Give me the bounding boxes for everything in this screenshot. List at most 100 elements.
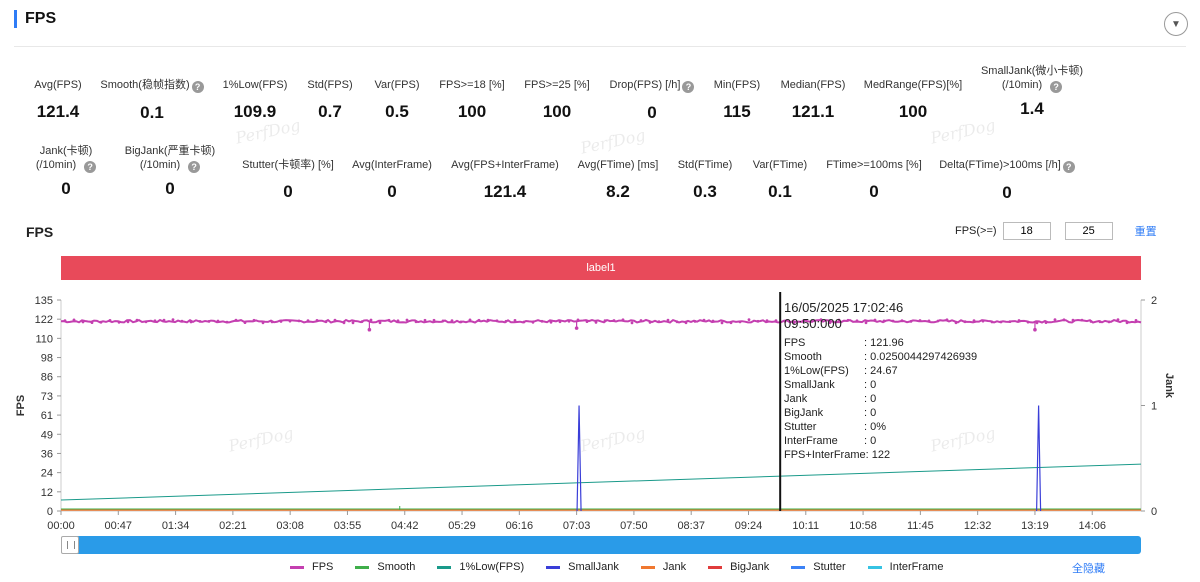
- stat-r2-0: Jank(卡顿) (/10min)? 0: [0, 144, 146, 199]
- stat-label-text: 1%Low(FPS): [222, 79, 288, 91]
- scroll-handle[interactable]: [61, 536, 79, 554]
- label-bar[interactable]: label1: [61, 256, 1141, 280]
- y-tick-label: 49: [41, 429, 53, 441]
- fps-point: [486, 318, 490, 322]
- reset-link[interactable]: 重置: [1134, 226, 1157, 238]
- fps-point: [495, 319, 499, 323]
- fps-point: [171, 318, 175, 322]
- fps-point: [648, 321, 652, 324]
- fps-point: [324, 320, 328, 324]
- fps-point: [900, 319, 904, 323]
- stat-label-text: Var(FPS): [374, 79, 420, 91]
- time-range-scrollbar[interactable]: [61, 536, 1141, 554]
- help-icon[interactable]: ?: [1050, 81, 1063, 93]
- fps-dip-point: [574, 326, 579, 330]
- x-tick-label: 00:47: [105, 520, 133, 532]
- stat-r1-8: Min(FPS) 115: [657, 78, 817, 122]
- fps-chart[interactable]: 135 122 110 98 86 73 61 49 36 24 12 0 2 1 0 FPS Jank 00:0…: [0, 292, 1200, 532]
- x-tick-label: 11:45: [907, 520, 934, 532]
- stat-label: SmallJank(微小卡顿): [952, 64, 1112, 78]
- series-1pct-low-line: [60, 463, 1142, 501]
- stat-value: 0.1: [140, 103, 164, 122]
- stat-label: FTime>=100ms [%]: [794, 158, 954, 172]
- legend-swatch: [708, 565, 723, 569]
- x-tick-label: 01:34: [162, 520, 190, 532]
- legend-item-interframe[interactable]: InterFrame: [867, 561, 943, 573]
- legend-item-1-low-fps-[interactable]: 1%Low(FPS): [437, 561, 524, 573]
- stat-r1-6: FPS>=25 [%] 100: [477, 78, 637, 122]
- legend-item-fps[interactable]: FPS: [290, 561, 333, 573]
- stat-label: Smooth(稳帧指数)?: [72, 78, 232, 93]
- fps-point: [738, 320, 742, 324]
- fps-point: [612, 319, 616, 322]
- fps-point: [684, 321, 688, 325]
- fps-point: [846, 318, 850, 322]
- help-icon[interactable]: ?: [191, 81, 204, 93]
- fps-point: [540, 319, 544, 323]
- stat-r2-4: Avg(FPS+InterFrame) 121.4: [425, 158, 585, 202]
- stat-label-text: Jank(卡顿): [39, 145, 93, 157]
- help-icon[interactable]: ?: [84, 161, 97, 173]
- fps-point: [909, 320, 913, 323]
- divider: [14, 46, 1186, 47]
- fps-point: [1026, 320, 1030, 324]
- fps-point: [225, 320, 229, 324]
- fps-point: [720, 321, 724, 325]
- y-tick-label: 135: [35, 295, 53, 307]
- hide-all-link[interactable]: 全隐藏: [1072, 563, 1105, 575]
- fps-threshold-input-2[interactable]: [1064, 222, 1113, 240]
- stat-label: Var(FPS): [317, 78, 477, 92]
- stat-label: 1%Low(FPS): [175, 78, 335, 92]
- fps-point: [558, 320, 562, 324]
- tooltip-time2: 09:50:000: [784, 316, 842, 331]
- stat-label: Var(FTime): [700, 158, 860, 172]
- stat-label-text: Std(FPS): [307, 79, 353, 91]
- legend-label: BigJank: [730, 561, 770, 573]
- fps-point: [882, 319, 886, 323]
- legend-item-bigjank[interactable]: BigJank: [708, 561, 769, 573]
- stat-value: 0.3: [693, 182, 717, 201]
- x-tick-label: 14:06: [1078, 520, 1106, 532]
- fps-point: [117, 320, 121, 324]
- stat-label-text: Median(FPS): [780, 79, 846, 91]
- fps-point: [342, 321, 346, 325]
- fps-point: [468, 318, 472, 322]
- stat-r1-2: 1%Low(FPS) 109.9: [175, 78, 335, 122]
- stat-r2-5: Avg(FTime) [ms] 8.2: [538, 158, 698, 202]
- fps-point: [450, 319, 454, 323]
- y-tick-label: 86: [41, 372, 53, 384]
- stat-r2-7: Var(FTime) 0.1: [700, 158, 860, 202]
- legend-item-smooth[interactable]: Smooth: [355, 561, 415, 573]
- fps-point: [270, 320, 274, 324]
- fps-point: [216, 319, 220, 323]
- help-icon[interactable]: ?: [188, 161, 201, 173]
- stat-value: 0: [165, 179, 175, 198]
- stat-label: Avg(FPS+InterFrame): [425, 158, 585, 172]
- y-tick-label: 24: [41, 468, 53, 480]
- help-icon[interactable]: ?: [682, 81, 695, 93]
- fps-point: [360, 320, 364, 323]
- fps-threshold-input-1[interactable]: [1002, 222, 1051, 240]
- stat-label-line2: (/10min)?: [952, 78, 1112, 93]
- stat-value: 121.4: [36, 102, 80, 121]
- stat-r1-4: Var(FPS) 0.5: [317, 78, 477, 122]
- fps-point: [531, 320, 535, 324]
- x-tick-label: 07:03: [563, 520, 591, 532]
- legend-item-smalljank[interactable]: SmallJank: [546, 561, 619, 573]
- fps-point: [702, 318, 706, 322]
- stat-r2-1: BigJank(严重卡顿) (/10min)? 0: [90, 144, 250, 199]
- fps-point: [1044, 321, 1048, 324]
- fps-point: [162, 318, 166, 322]
- legend-item-jank[interactable]: Jank: [640, 561, 686, 573]
- stat-label: Std(FTime): [625, 158, 785, 172]
- help-icon[interactable]: ?: [1062, 161, 1075, 173]
- tooltip-row: FPS: 121.96: [784, 337, 904, 349]
- fps-point: [756, 319, 760, 323]
- fps-point: [936, 319, 940, 323]
- fps-point: [432, 318, 436, 322]
- fps-filter: FPS(>=) 重置: [955, 222, 1157, 240]
- legend-item-stutter[interactable]: Stutter: [791, 561, 846, 573]
- stat-label: Min(FPS): [657, 78, 817, 92]
- fps-point: [999, 320, 1003, 324]
- chevron-down-icon[interactable]: ▼: [1164, 12, 1188, 36]
